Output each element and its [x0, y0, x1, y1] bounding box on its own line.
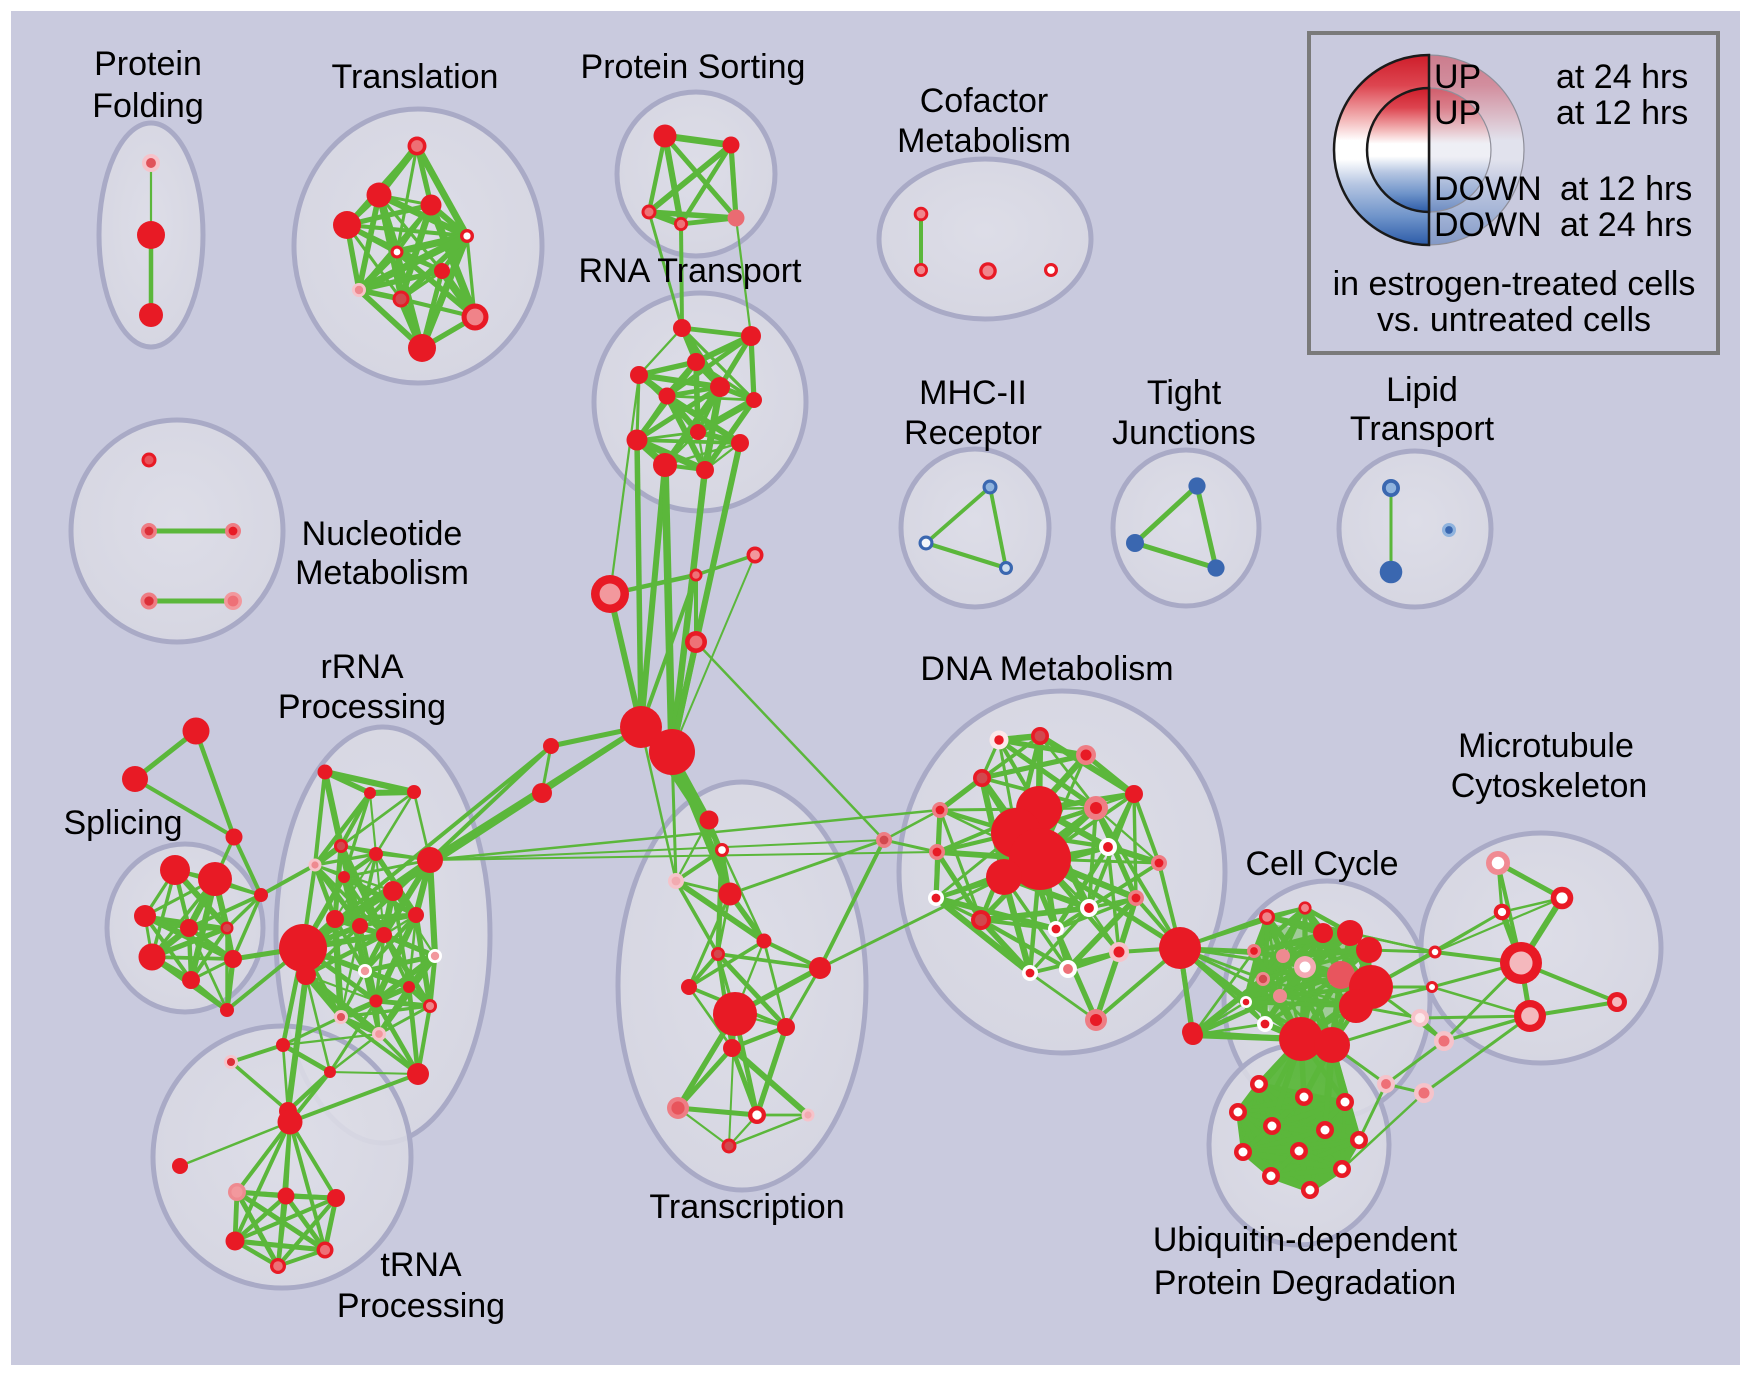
svg-text:Protein Sorting: Protein Sorting: [581, 48, 806, 86]
svg-text:Cell Cycle: Cell Cycle: [1245, 845, 1398, 883]
svg-text:DOWN: DOWN: [1434, 206, 1542, 244]
svg-text:Processing: Processing: [337, 1287, 505, 1325]
svg-text:in estrogen-treated cells: in estrogen-treated cells: [1333, 265, 1696, 303]
svg-text:Ubiquitin-dependent: Ubiquitin-dependent: [1153, 1221, 1458, 1259]
svg-text:Transport: Transport: [1350, 410, 1495, 448]
svg-text:UP: UP: [1434, 58, 1481, 96]
svg-text:RNA Transport: RNA Transport: [579, 252, 803, 290]
svg-text:Junctions: Junctions: [1112, 414, 1256, 452]
svg-text:Nucleotide: Nucleotide: [302, 515, 463, 553]
svg-text:at 24 hrs: at 24 hrs: [1556, 58, 1688, 96]
svg-text:rRNA: rRNA: [320, 648, 403, 686]
svg-text:Folding: Folding: [92, 87, 204, 125]
svg-text:UP: UP: [1434, 94, 1481, 132]
svg-text:vs. untreated cells: vs. untreated cells: [1377, 301, 1651, 339]
svg-text:Metabolism: Metabolism: [897, 122, 1071, 160]
svg-text:Metabolism: Metabolism: [295, 554, 469, 592]
svg-text:Microtubule: Microtubule: [1458, 727, 1634, 765]
svg-text:Receptor: Receptor: [904, 414, 1042, 452]
svg-text:at 12 hrs: at 12 hrs: [1556, 94, 1688, 132]
svg-text:at 24 hrs: at 24 hrs: [1560, 206, 1692, 244]
svg-text:DOWN: DOWN: [1434, 170, 1542, 208]
svg-text:MHC-II: MHC-II: [919, 374, 1027, 412]
svg-text:Tight: Tight: [1147, 374, 1222, 412]
svg-text:Processing: Processing: [278, 688, 446, 726]
svg-text:Protein: Protein: [94, 45, 202, 83]
svg-text:Splicing: Splicing: [63, 804, 182, 842]
svg-text:DNA Metabolism: DNA Metabolism: [920, 650, 1173, 688]
svg-text:Cytoskeleton: Cytoskeleton: [1451, 767, 1648, 805]
svg-text:tRNA: tRNA: [380, 1246, 462, 1284]
svg-text:Lipid: Lipid: [1386, 371, 1458, 409]
svg-text:Protein Degradation: Protein Degradation: [1154, 1264, 1456, 1302]
svg-text:at 12 hrs: at 12 hrs: [1560, 170, 1692, 208]
svg-text:Cofactor: Cofactor: [920, 82, 1049, 120]
svg-text:Transcription: Transcription: [649, 1188, 844, 1226]
svg-text:Translation: Translation: [332, 58, 499, 96]
